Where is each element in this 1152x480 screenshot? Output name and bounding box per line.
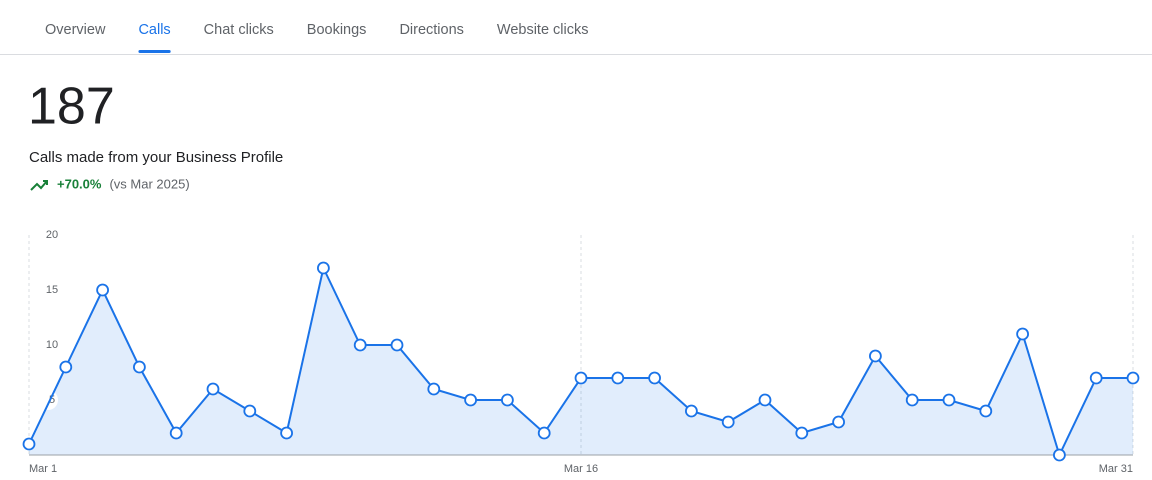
point <box>390 338 404 352</box>
y-tick-label: 20 <box>46 229 58 241</box>
point <box>1016 327 1029 341</box>
point <box>59 360 73 374</box>
point <box>721 415 735 429</box>
point <box>96 283 109 297</box>
point <box>869 349 882 363</box>
metric-change: +70.0% <box>57 176 102 191</box>
point <box>1053 448 1066 462</box>
point <box>758 393 772 407</box>
point <box>905 393 919 407</box>
tab[interactable]: Chat clicks <box>204 22 274 38</box>
active-tab-indicator <box>138 50 171 53</box>
y-tick-label: 10 <box>46 339 58 351</box>
point <box>243 404 257 418</box>
point <box>685 404 698 418</box>
metric-description: Calls made from your Business Profile <box>29 149 283 166</box>
point <box>795 426 809 440</box>
metric-comparison: (vs Mar 2025) <box>109 176 189 191</box>
point <box>979 404 993 418</box>
point <box>942 393 956 407</box>
point <box>280 426 294 440</box>
point <box>1126 371 1140 385</box>
point <box>206 382 220 396</box>
point <box>611 371 625 385</box>
point <box>353 338 367 352</box>
point <box>316 261 330 275</box>
x-tick-label: Mar 1 <box>29 463 57 475</box>
tab[interactable]: Bookings <box>307 22 367 38</box>
tab[interactable]: Overview <box>45 22 106 38</box>
y-tick-label: 15 <box>46 284 58 296</box>
trend-icon <box>30 180 48 191</box>
point <box>500 393 514 407</box>
point <box>427 382 441 396</box>
area <box>29 268 1133 455</box>
metric-value: 187 <box>28 78 115 136</box>
tab[interactable]: Calls <box>138 22 170 38</box>
point <box>832 415 845 429</box>
y-tick-label: 5 <box>49 394 55 406</box>
point <box>132 360 146 374</box>
x-tick-label: Mar 31 <box>1099 463 1133 475</box>
point <box>169 426 183 440</box>
point <box>574 371 588 385</box>
point <box>537 426 551 440</box>
point <box>464 393 478 407</box>
point <box>648 371 661 385</box>
x-tick-label: Mar 16 <box>564 463 598 475</box>
point <box>22 437 36 451</box>
point <box>1089 371 1103 385</box>
tab[interactable]: Directions <box>399 22 463 38</box>
tab[interactable]: Website clicks <box>497 22 589 38</box>
